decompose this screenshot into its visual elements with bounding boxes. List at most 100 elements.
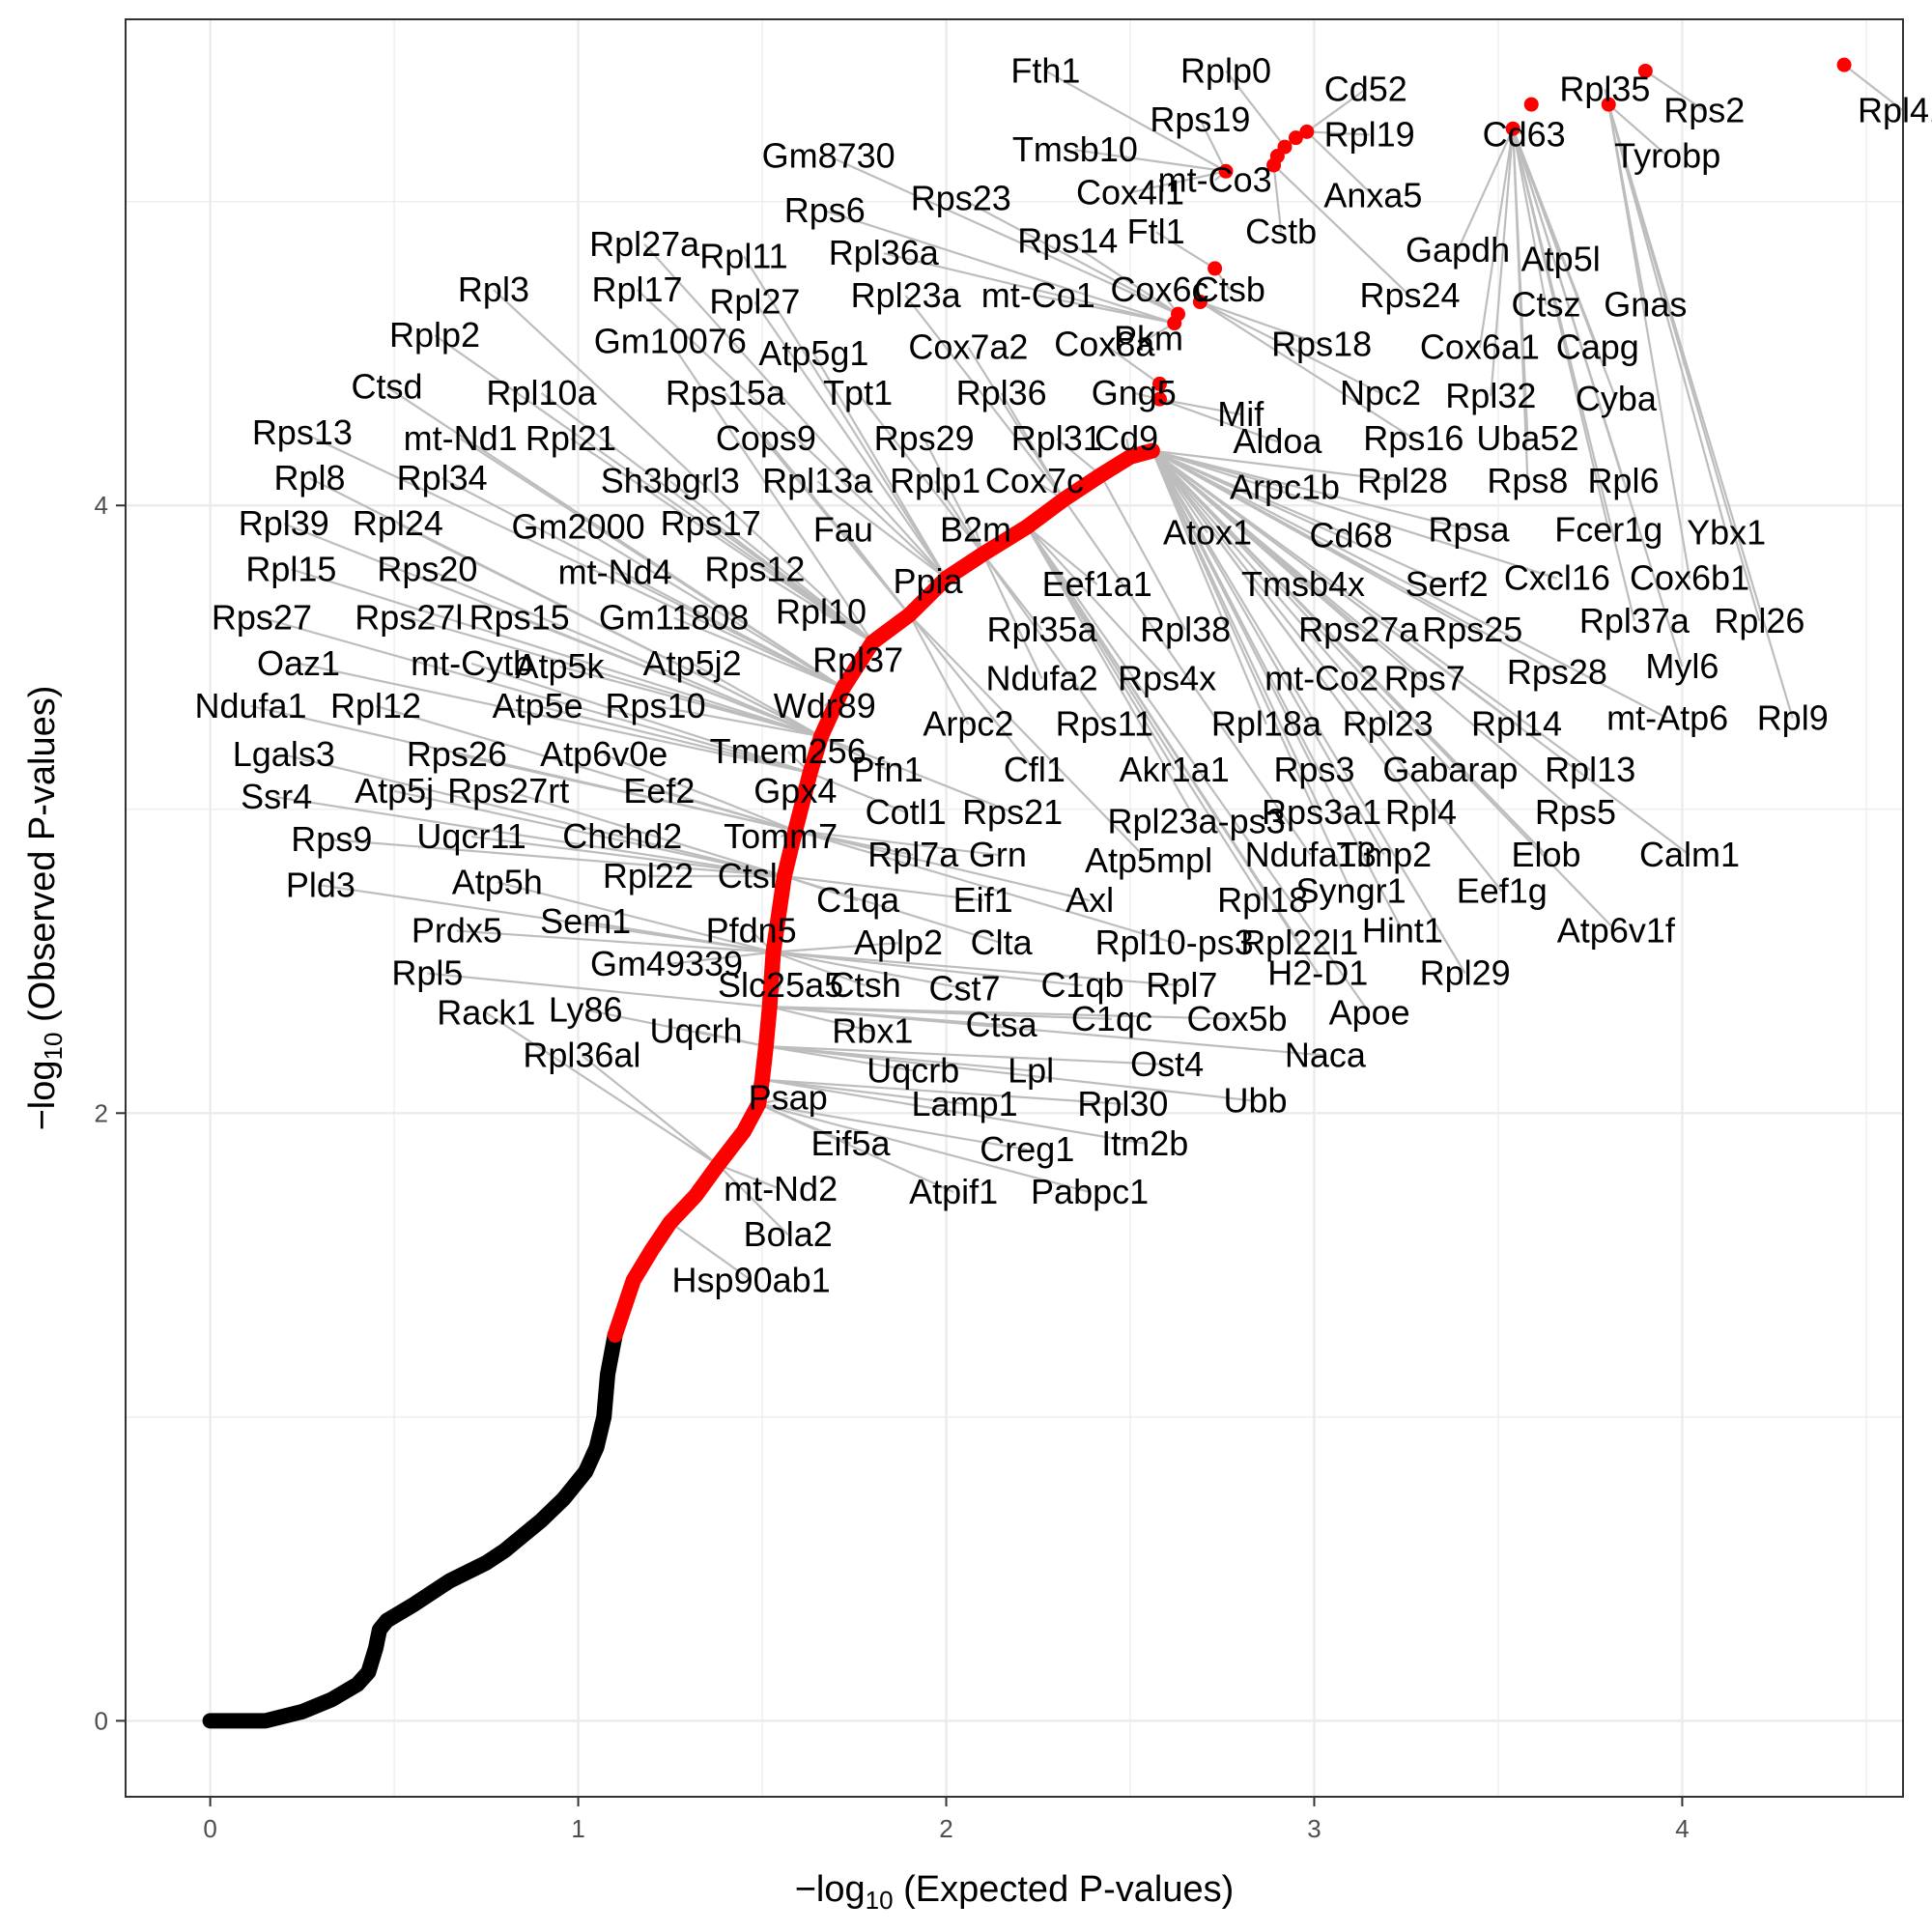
gene-label: Tomm7	[724, 816, 838, 856]
label-connector	[1151, 450, 1404, 932]
gene-label: Atpif1	[909, 1172, 998, 1211]
label-connector	[1843, 64, 1904, 112]
label-connector	[669, 480, 874, 643]
gene-label: Rpl24	[353, 503, 443, 543]
gene-label: Rps4x	[1118, 659, 1216, 698]
y-axis-title: −log10 (Observed P-values)	[22, 686, 68, 1131]
gene-label: Rpl35a	[987, 610, 1098, 649]
label-connector	[1151, 449, 1577, 813]
label-connector	[1457, 128, 1515, 251]
label-connector	[519, 616, 822, 738]
gene-label: Rpl10	[776, 591, 867, 631]
gene-label: Rpl9	[1757, 697, 1829, 737]
label-connector	[331, 838, 784, 878]
label-connector	[456, 929, 774, 953]
label-connector	[585, 921, 774, 953]
plot-panel	[126, 19, 1903, 1797]
gene-label: Creg1	[980, 1129, 1074, 1169]
label-connector	[1026, 526, 1264, 901]
gene-label: Npc2	[1340, 373, 1421, 412]
label-connector	[1026, 526, 1371, 1014]
gene-label: Rbx1	[832, 1010, 913, 1050]
label-connector	[666, 951, 774, 966]
gene-label: Rps3a1	[1262, 792, 1381, 832]
gene-label: Ssr4	[241, 777, 312, 816]
label-connector	[1151, 450, 1385, 856]
significant-point	[1218, 163, 1234, 179]
gene-label: mt-Atp6	[1606, 697, 1728, 737]
significant-curve	[607, 442, 1160, 1343]
gene-label: Rps21	[962, 792, 1063, 832]
gene-label: Cops9	[716, 418, 816, 458]
label-connector	[717, 1163, 789, 1236]
gene-label: Cox8a	[1054, 325, 1155, 364]
gene-label: Rpl21	[526, 418, 616, 458]
gene-label: Elob	[1511, 835, 1580, 874]
label-connector	[820, 735, 889, 771]
gene-label: Rps6	[784, 190, 866, 230]
gene-label: Chchd2	[562, 816, 682, 856]
gene-label: Lgals3	[233, 734, 335, 774]
label-connector	[757, 1102, 1091, 1194]
label-connector	[1199, 300, 1381, 394]
label-connector	[769, 1006, 873, 1033]
significant-point	[1288, 130, 1303, 146]
gene-label: Arpc2	[923, 704, 1013, 744]
label-connector	[636, 289, 948, 580]
gene-label: Cst7	[929, 968, 1001, 1008]
gene-label: Pfdn5	[706, 911, 797, 951]
label-connector	[1607, 103, 1668, 157]
significant-point	[1151, 391, 1167, 407]
label-connector	[908, 613, 1036, 771]
gene-label: Tmsb10	[1012, 129, 1138, 169]
gene-label: Atp5l	[1521, 239, 1601, 278]
label-connector	[743, 255, 948, 580]
gene-label: Rpl23	[1343, 704, 1434, 744]
label-connector	[773, 951, 1083, 987]
gene-label: Ybx1	[1687, 513, 1766, 553]
gene-label: Akr1a1	[1120, 750, 1230, 789]
label-connector	[1607, 103, 1691, 579]
gene-label: Rpl3	[458, 270, 529, 309]
x-tick-label: 3	[1307, 1814, 1321, 1843]
gene-label: Rpl36	[956, 373, 1047, 412]
label-connector	[1026, 526, 1198, 822]
label-connector	[643, 243, 948, 580]
label-connector	[1026, 526, 1320, 975]
label-connector	[460, 438, 844, 689]
label-connector	[1037, 295, 1175, 325]
gene-label: Rpl6	[1587, 461, 1659, 500]
gene-label: Rpl13a	[762, 461, 873, 500]
label-connector	[1151, 449, 1690, 856]
label-connector	[1607, 103, 1728, 533]
label-connector	[1026, 526, 1168, 680]
significant-points	[1151, 57, 1852, 407]
gene-label: Cyba	[1576, 379, 1658, 418]
label-connector	[1151, 450, 1466, 975]
gene-label: Apoe	[1329, 993, 1410, 1033]
gene-label: Rps11	[1056, 704, 1153, 744]
gene-label: Eif1	[953, 880, 1013, 920]
label-connector	[757, 1102, 954, 1194]
label-connector	[427, 972, 770, 1009]
gene-label: Rpl31	[1011, 418, 1102, 458]
gene-label: Rpl28	[1357, 461, 1448, 500]
label-connector	[795, 829, 1091, 902]
significant-point	[1601, 97, 1616, 112]
label-connector	[824, 210, 1176, 325]
gene-label: Rps28	[1507, 652, 1607, 692]
gene-label: Calm1	[1639, 835, 1740, 874]
gene-label: Rps8	[1487, 461, 1568, 500]
label-connector	[1151, 449, 1617, 932]
gene-label: Rps19	[1150, 99, 1250, 139]
label-connector	[1151, 449, 1558, 674]
gene-label: Rplp1	[890, 461, 980, 500]
gene-label: Tpt1	[823, 373, 893, 412]
gene-label: Ctsh	[830, 965, 901, 1005]
label-connector	[908, 613, 970, 725]
gene-label: mt-Nd2	[724, 1169, 838, 1208]
gene-label: Aldoa	[1233, 421, 1322, 461]
label-connector	[960, 197, 1179, 316]
gene-label: Mif	[1217, 394, 1264, 434]
label-connector	[783, 874, 1002, 945]
